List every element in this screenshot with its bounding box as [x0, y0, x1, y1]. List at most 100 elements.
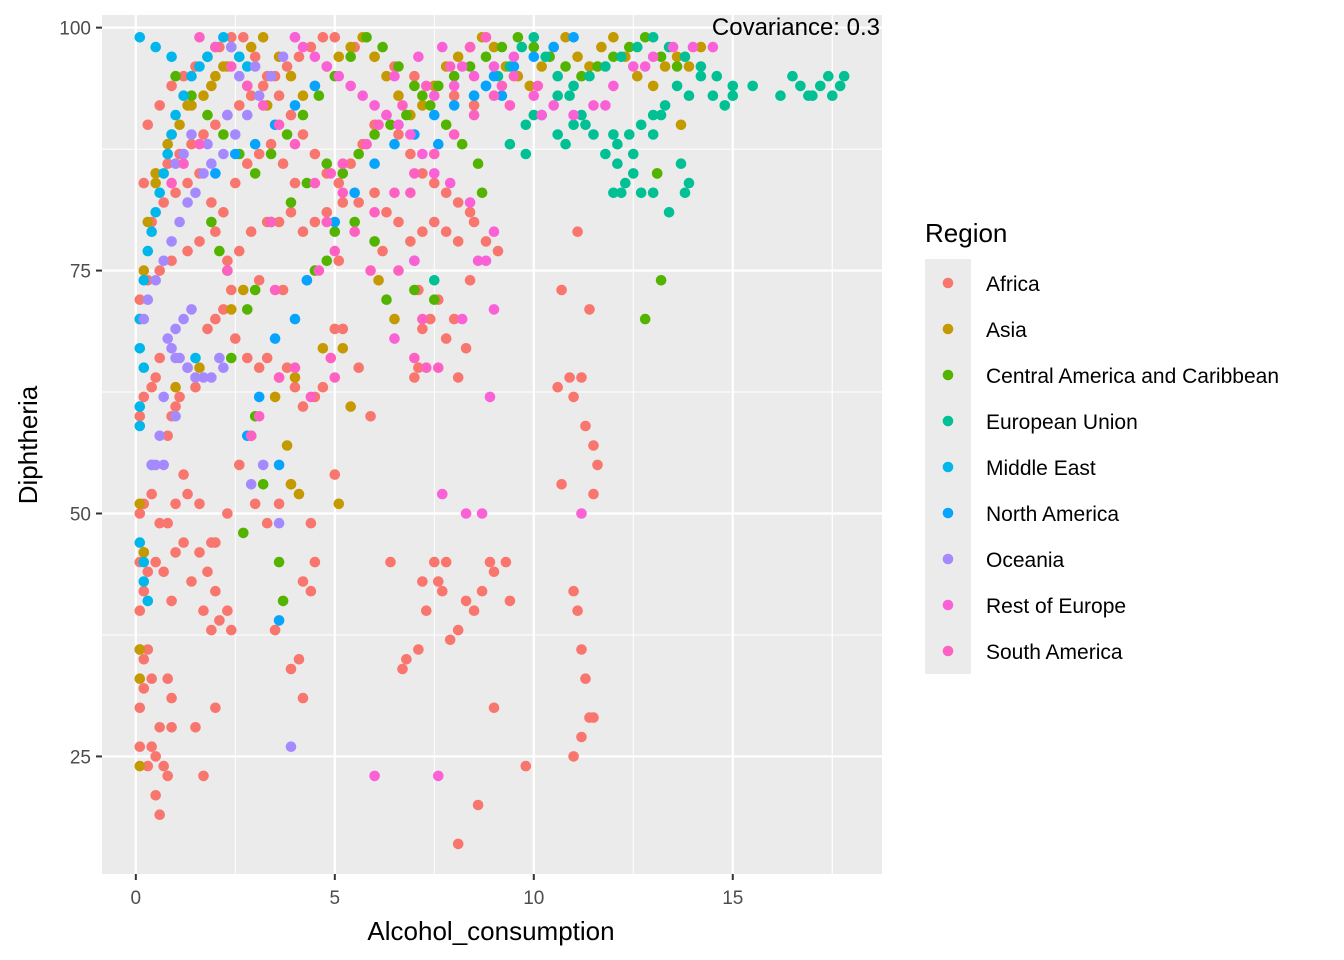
data-point-rest-of-europe	[536, 109, 547, 121]
data-point-africa	[198, 605, 209, 616]
x-tick-label: 5	[330, 888, 341, 909]
data-point-central-america-and-caribbean	[345, 51, 357, 63]
data-point-africa	[568, 391, 579, 403]
data-point-africa	[170, 498, 181, 510]
data-point-africa	[353, 197, 365, 208]
data-point-south-america	[305, 391, 317, 403]
data-point-european-union	[528, 109, 540, 121]
legend-key-central-america-and-caribbean	[942, 369, 954, 381]
data-point-north-america	[480, 80, 492, 92]
data-point-rest-of-europe	[576, 508, 587, 519]
legend-key-north-america	[942, 507, 954, 519]
data-point-middle-east	[138, 362, 150, 374]
data-point-africa	[568, 585, 579, 597]
data-point-central-america-and-caribbean	[369, 236, 380, 247]
data-point-european-union	[552, 129, 563, 140]
data-point-africa	[154, 265, 165, 276]
data-point-european-union	[584, 70, 595, 82]
data-point-rest-of-europe	[413, 51, 424, 63]
data-point-oceania	[234, 70, 245, 82]
data-point-oceania	[218, 362, 229, 374]
data-point-asia	[373, 275, 384, 286]
data-point-asia	[218, 61, 229, 72]
data-point-south-america	[289, 138, 301, 150]
data-point-north-america	[269, 333, 281, 344]
data-point-africa	[572, 605, 583, 616]
data-point-south-america	[242, 80, 253, 92]
data-point-oceania	[166, 343, 177, 354]
data-point-asia	[608, 32, 619, 43]
data-point-central-america-and-caribbean	[624, 41, 635, 53]
data-point-africa	[464, 275, 476, 286]
data-point-oceania	[186, 129, 197, 140]
data-point-rest-of-europe	[600, 100, 611, 111]
data-point-africa	[138, 683, 150, 694]
data-point-africa	[210, 313, 221, 325]
data-point-central-america-and-caribbean	[238, 527, 249, 539]
data-point-oceania	[154, 430, 165, 442]
data-point-middle-east	[134, 401, 146, 412]
data-point-africa	[138, 391, 150, 403]
data-point-africa	[202, 566, 213, 578]
legend-key-south-america	[942, 645, 954, 657]
data-point-south-america	[321, 216, 333, 228]
data-point-africa	[409, 372, 420, 383]
data-point-european-union	[671, 80, 683, 92]
data-point-africa	[214, 615, 225, 626]
legend-label-oceania: Oceania	[986, 549, 1065, 572]
data-point-africa	[504, 595, 516, 607]
data-point-european-union	[504, 138, 516, 150]
data-point-africa	[198, 129, 209, 140]
data-point-asia	[162, 138, 173, 150]
data-point-asia	[289, 372, 301, 383]
data-point-asia	[659, 61, 671, 72]
data-point-south-america	[508, 70, 520, 82]
data-point-africa	[333, 177, 345, 189]
data-point-european-union	[827, 90, 838, 101]
data-point-africa	[488, 702, 500, 714]
data-point-asia	[285, 70, 297, 82]
data-point-africa	[281, 362, 293, 374]
data-point-africa	[317, 381, 329, 393]
data-point-european-union	[520, 148, 532, 160]
data-point-central-america-and-caribbean	[655, 51, 667, 63]
data-point-africa	[520, 760, 532, 772]
data-point-middle-east	[162, 148, 173, 160]
data-point-africa	[261, 352, 273, 364]
data-point-africa	[417, 226, 428, 237]
data-point-european-union	[568, 119, 579, 131]
data-point-africa	[134, 294, 146, 306]
data-point-south-america	[210, 41, 221, 53]
data-point-south-america	[532, 80, 544, 92]
data-point-rest-of-europe	[639, 61, 651, 72]
x-tick-label: 0	[131, 888, 142, 909]
data-point-rest-of-europe	[588, 100, 599, 111]
data-point-africa	[186, 576, 197, 587]
data-point-european-union	[675, 158, 687, 169]
plot-panel	[102, 15, 882, 874]
data-point-africa	[480, 236, 492, 247]
data-point-central-america-and-caribbean	[433, 80, 444, 92]
data-point-european-union	[695, 61, 707, 72]
data-point-european-union	[727, 80, 739, 92]
data-point-africa	[158, 566, 169, 578]
data-point-european-union	[600, 148, 611, 160]
data-point-africa	[154, 722, 165, 733]
data-point-rest-of-europe	[488, 304, 500, 315]
y-tick-label: 100	[59, 19, 91, 40]
data-point-africa	[166, 692, 177, 704]
data-point-european-union	[815, 80, 826, 92]
data-point-oceania	[142, 294, 154, 306]
data-point-asia	[695, 41, 707, 53]
data-point-africa	[468, 100, 480, 111]
data-point-africa	[297, 129, 309, 140]
data-point-european-union	[635, 119, 647, 131]
data-point-south-america	[409, 168, 420, 179]
data-point-south-america	[417, 313, 428, 325]
data-point-africa	[572, 226, 583, 237]
data-point-north-america	[508, 61, 520, 72]
data-point-africa	[166, 255, 177, 267]
data-point-africa	[222, 508, 233, 519]
data-point-south-america	[389, 187, 400, 199]
data-point-rest-of-europe	[476, 508, 488, 519]
